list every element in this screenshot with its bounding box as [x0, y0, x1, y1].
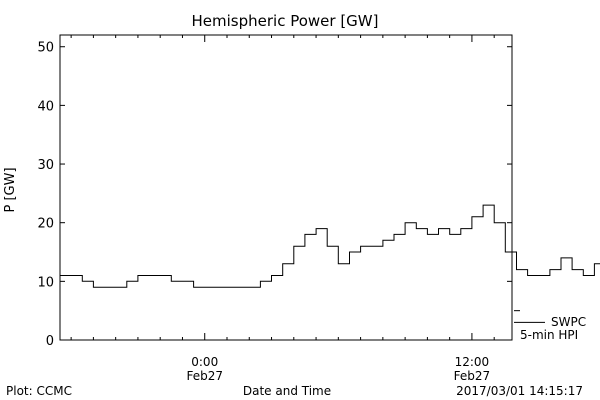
- axes: 010203040500:00Feb2712:00Feb270:00Feb281…: [37, 34, 513, 383]
- x-tick-date-label: Feb27: [186, 369, 223, 383]
- x-tick-date-label: Feb27: [454, 369, 491, 383]
- legend-swpc-label: SWPC: [551, 315, 586, 329]
- x-axis-label: Date and Time: [243, 384, 331, 398]
- y-tick-label: 40: [37, 99, 54, 114]
- y-tick-label: 30: [37, 158, 54, 173]
- y-tick-label: 0: [46, 334, 54, 349]
- chart-title: Hemispheric Power [GW]: [192, 12, 379, 30]
- plot-timestamp: 2017/03/01 14:15:17: [456, 384, 583, 398]
- plot-frame: [59, 34, 513, 341]
- x-tick-time-label: 12:00: [455, 355, 490, 369]
- x-tick-time-label: 0:00: [191, 355, 218, 369]
- legend-hpi-label: 5-min HPI: [520, 328, 578, 342]
- y-tick-label: 50: [37, 41, 54, 56]
- y-tick-label: 20: [37, 217, 54, 232]
- y-axis-label: P [GW]: [3, 167, 18, 212]
- plot-credit: Plot: CCMC: [6, 384, 72, 398]
- swpc-power-line: [60, 204, 600, 288]
- chart-marks: [60, 204, 600, 323]
- y-tick-label: 10: [37, 275, 54, 290]
